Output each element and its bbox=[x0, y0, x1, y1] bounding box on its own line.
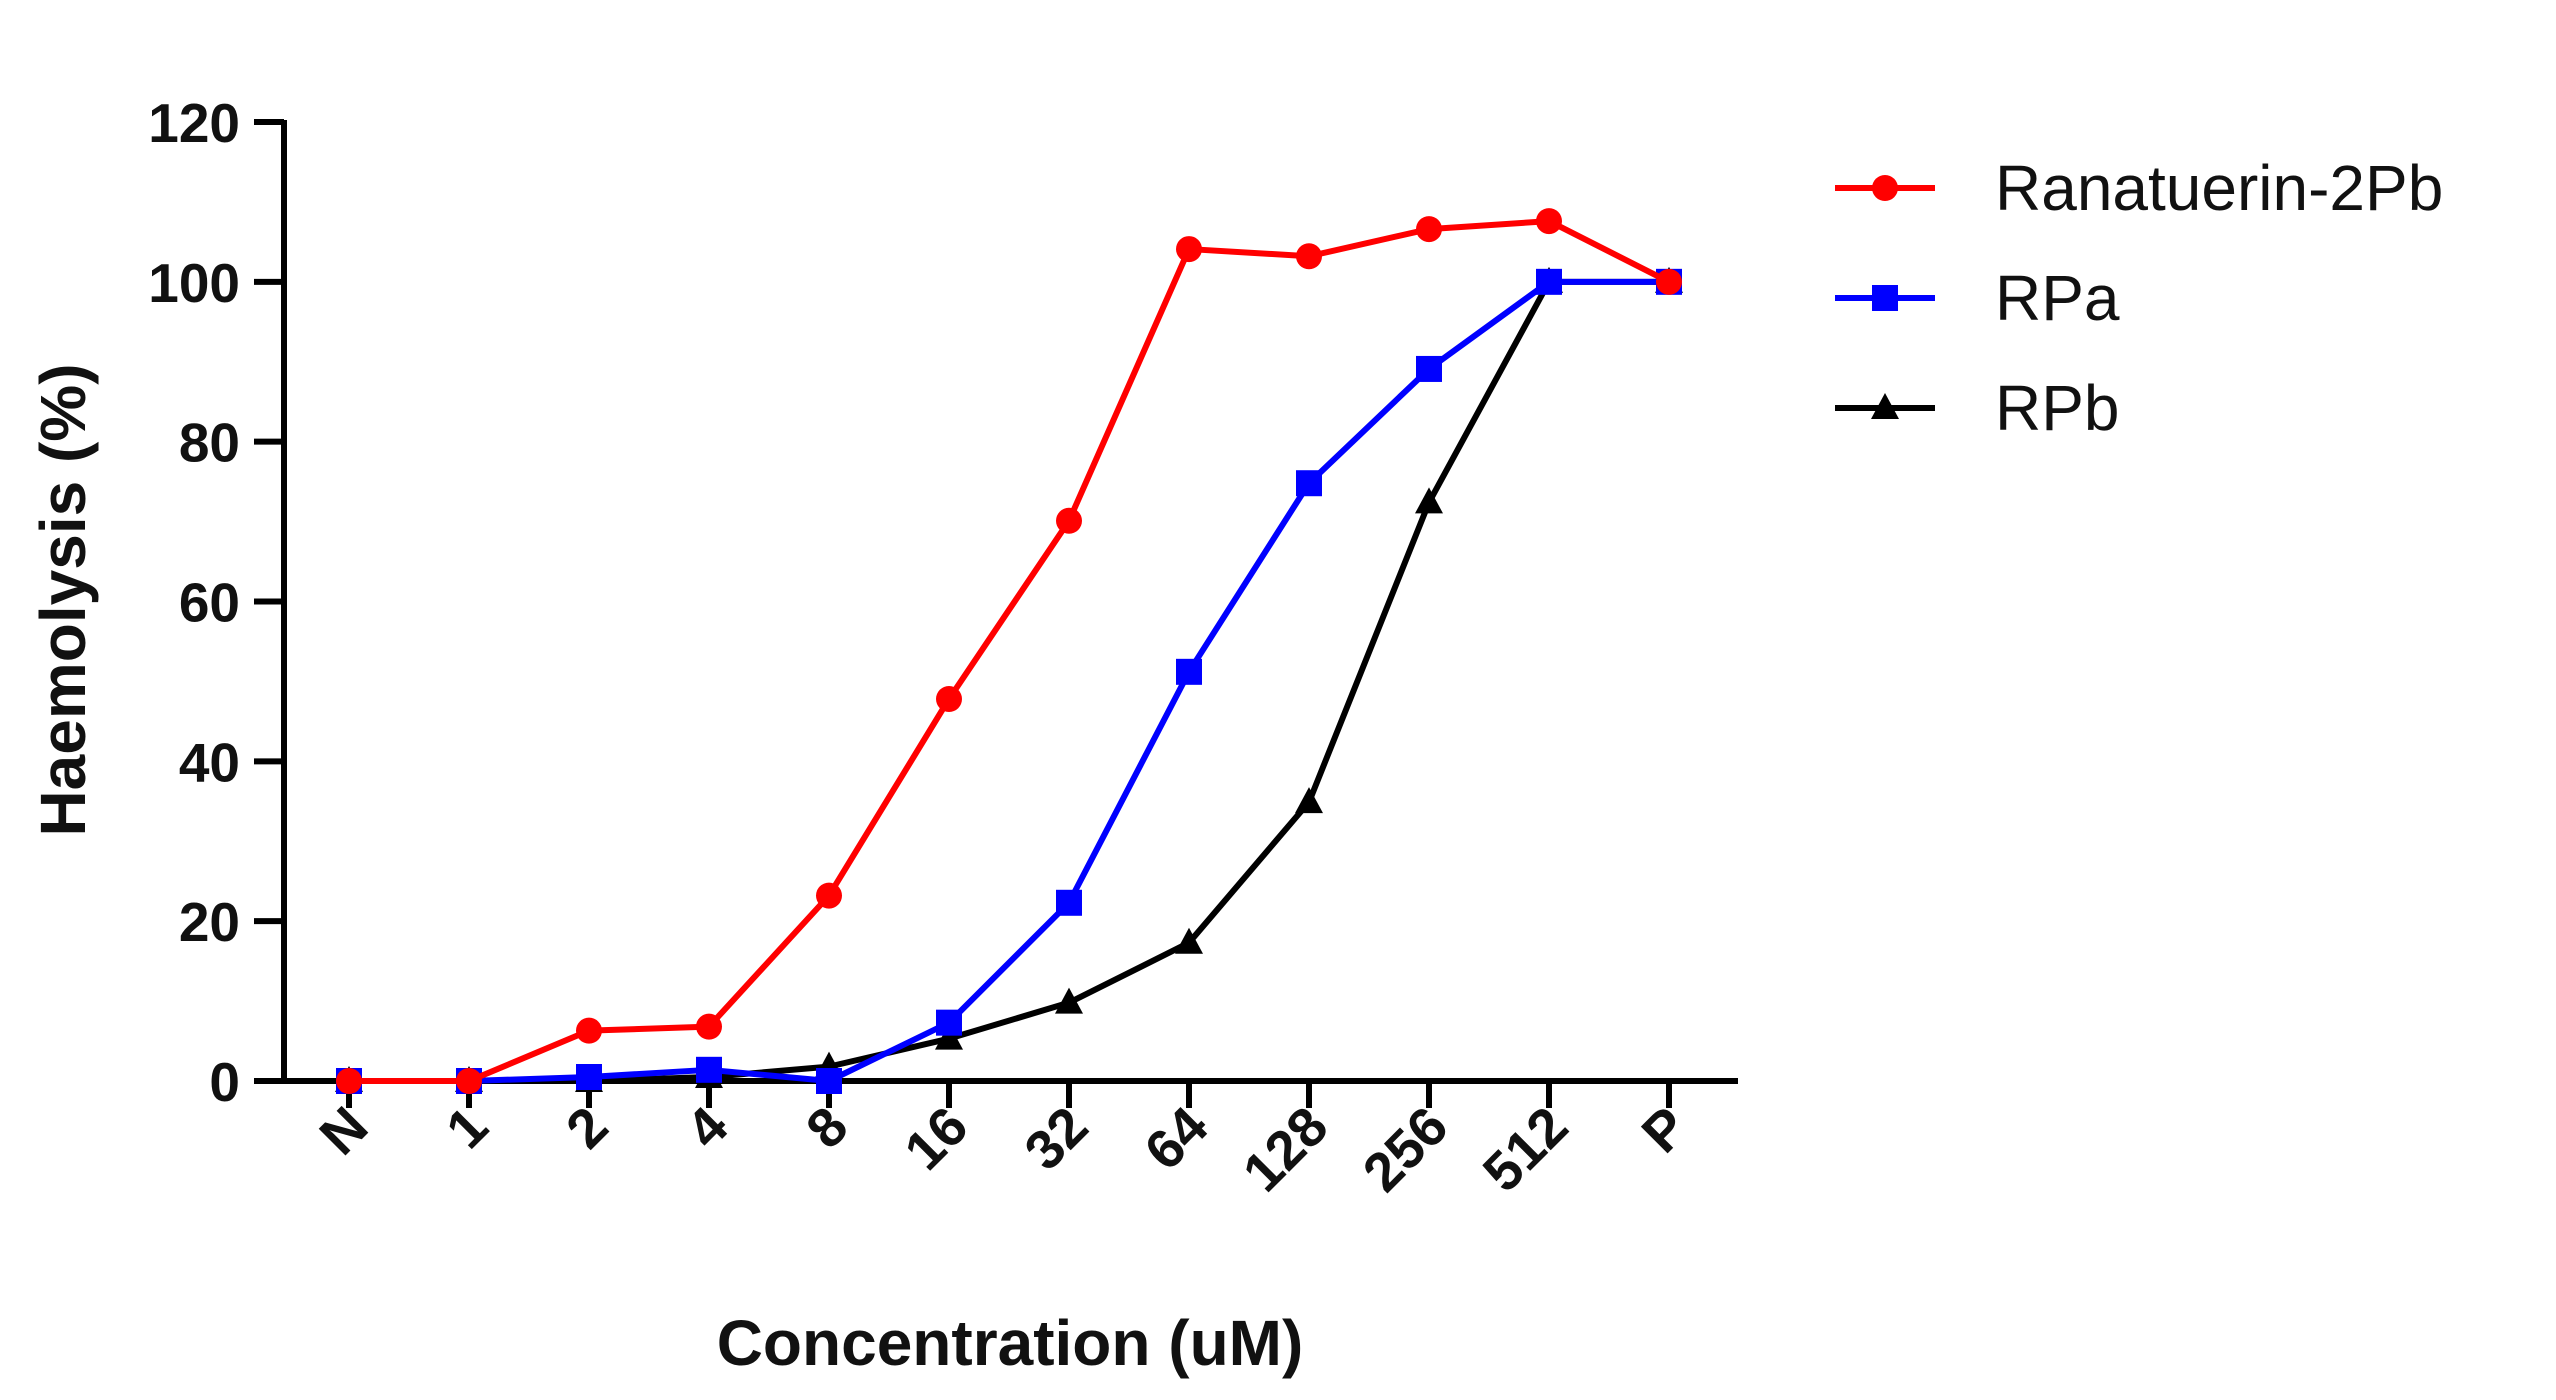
y-tick-label: 80 bbox=[179, 412, 240, 474]
x-axis-title: Concentration (uM) bbox=[717, 1307, 1304, 1379]
data-point-ranatuerin-2pb bbox=[576, 1017, 602, 1044]
data-point-rpa bbox=[1536, 268, 1562, 295]
y-axis-title: Haemolysis (%) bbox=[27, 363, 99, 836]
data-point-ranatuerin-2pb bbox=[336, 1068, 362, 1094]
legend-item-rpa: RPa bbox=[1835, 262, 2120, 334]
legend-item-ranatuerin-2pb: Ranatuerin-2Pb bbox=[1835, 152, 2443, 224]
data-point-rpb bbox=[1295, 787, 1323, 814]
x-tick-label: 256 bbox=[1351, 1095, 1460, 1204]
data-point-rpb bbox=[935, 1023, 963, 1050]
legend-item-rpb: RPb bbox=[1835, 372, 2120, 444]
data-point-ranatuerin-2pb bbox=[1056, 507, 1082, 534]
series-ranatuerin-2pb bbox=[336, 208, 1682, 1094]
y-tick-label: 120 bbox=[148, 92, 240, 154]
legend-marker bbox=[1872, 175, 1898, 201]
series-rpa bbox=[336, 268, 1682, 1094]
x-tick-label: 128 bbox=[1231, 1095, 1340, 1204]
x-tick-label: 16 bbox=[892, 1095, 979, 1182]
y-tick-label: 100 bbox=[148, 252, 240, 314]
data-point-rpa bbox=[576, 1064, 602, 1091]
series-layer bbox=[335, 208, 1683, 1094]
x-ticks: N 1 2 4 8 16 32 64 128 256 512 P bbox=[308, 1081, 1700, 1204]
legend-marker bbox=[1872, 285, 1898, 311]
data-point-ranatuerin-2pb bbox=[1176, 236, 1202, 263]
y-ticks: 0 20 40 60 80 100 120 bbox=[148, 92, 284, 1113]
series-line-rpa bbox=[349, 278, 1669, 1084]
data-point-ranatuerin-2pb bbox=[816, 882, 842, 909]
legend-label: Ranatuerin-2Pb bbox=[1995, 152, 2443, 224]
data-point-rpb bbox=[1175, 927, 1203, 954]
data-point-rpa bbox=[1416, 355, 1442, 382]
data-point-rpa bbox=[1176, 658, 1202, 685]
data-point-rpb bbox=[1055, 987, 1083, 1014]
data-point-rpb bbox=[1415, 487, 1443, 514]
data-point-rpa bbox=[816, 1068, 842, 1094]
axes bbox=[281, 120, 1738, 1084]
y-tick-label: 20 bbox=[179, 891, 240, 953]
x-tick-label: P bbox=[1630, 1095, 1700, 1165]
data-point-rpa bbox=[696, 1056, 722, 1083]
data-point-rpa bbox=[1056, 889, 1082, 916]
x-tick-label: 512 bbox=[1471, 1095, 1580, 1204]
legend-label: RPa bbox=[1995, 262, 2120, 334]
y-tick-label: 60 bbox=[179, 572, 240, 634]
x-tick-label: N bbox=[308, 1095, 380, 1167]
series-rpb bbox=[335, 266, 1683, 1092]
data-point-ranatuerin-2pb bbox=[456, 1068, 482, 1094]
x-tick-label: 32 bbox=[1012, 1095, 1099, 1182]
x-tick-label: 64 bbox=[1132, 1094, 1219, 1181]
data-point-ranatuerin-2pb bbox=[696, 1013, 722, 1040]
data-point-ranatuerin-2pb bbox=[1296, 243, 1322, 270]
data-point-ranatuerin-2pb bbox=[1656, 268, 1682, 295]
series-line-ranatuerin-2pb bbox=[349, 218, 1671, 1084]
legend-marker bbox=[1871, 393, 1899, 419]
series-line-rpb bbox=[349, 278, 1669, 1084]
data-point-ranatuerin-2pb bbox=[1416, 216, 1442, 243]
data-point-rpa bbox=[936, 1009, 962, 1036]
y-tick-label: 0 bbox=[209, 1051, 240, 1113]
data-point-rpa bbox=[1296, 470, 1322, 497]
y-tick-label: 40 bbox=[179, 731, 240, 793]
data-point-ranatuerin-2pb bbox=[1536, 208, 1562, 235]
legend: Ranatuerin-2Pb RPa RPb bbox=[1835, 152, 2443, 444]
data-point-ranatuerin-2pb bbox=[936, 685, 962, 712]
legend-label: RPb bbox=[1995, 372, 2120, 444]
